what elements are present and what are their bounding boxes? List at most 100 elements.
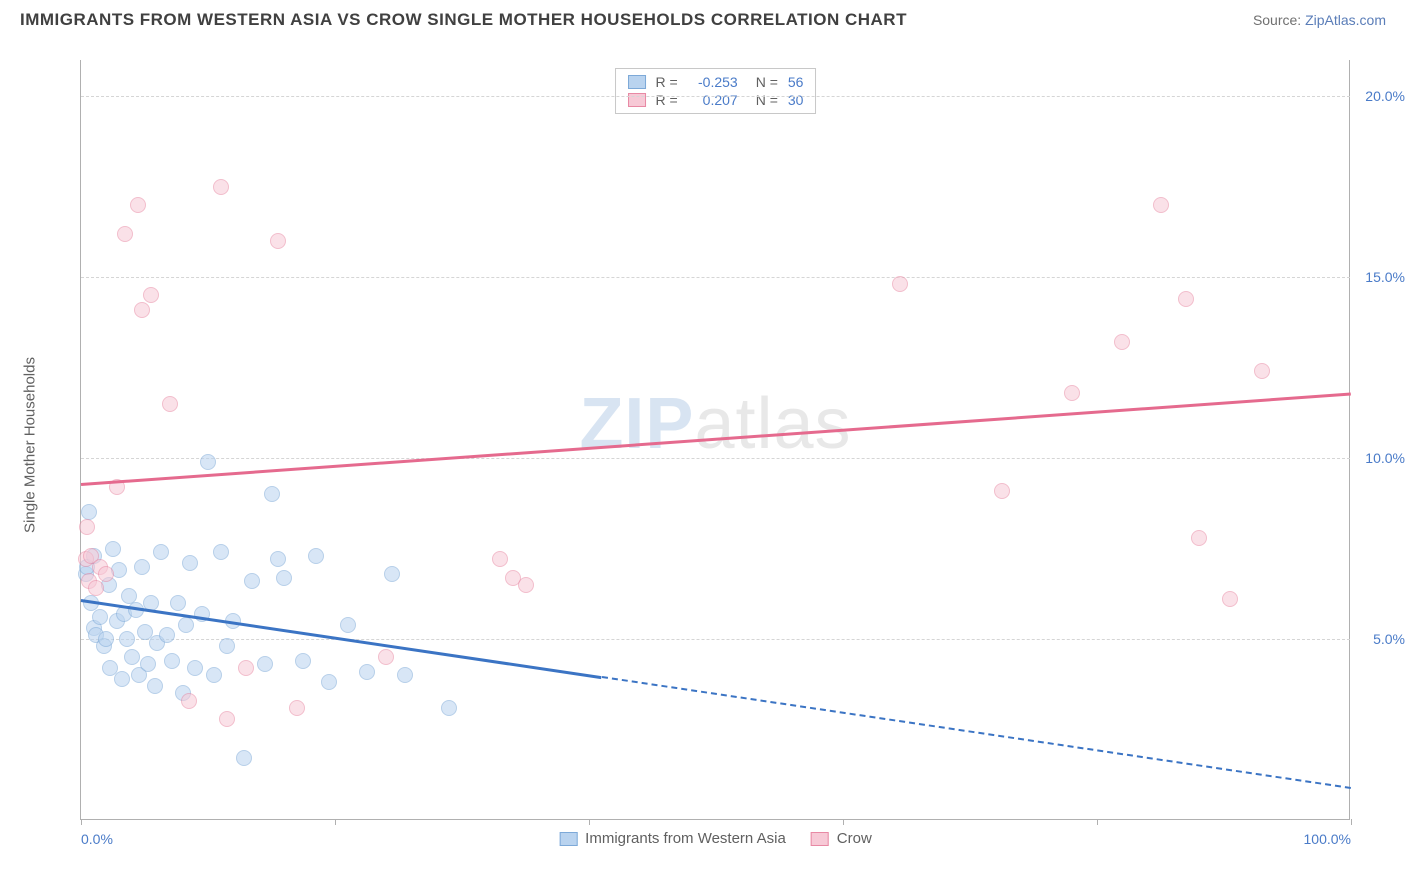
scatter-point <box>236 750 252 766</box>
scatter-point <box>340 617 356 633</box>
stats-row: R = 0.207 N = 30 <box>628 91 804 109</box>
scatter-point <box>147 678 163 694</box>
scatter-point <box>321 674 337 690</box>
watermark-zip: ZIP <box>579 384 694 464</box>
scatter-point <box>994 483 1010 499</box>
scatter-point <box>289 700 305 716</box>
scatter-point <box>114 671 130 687</box>
scatter-point <box>105 541 121 557</box>
x-tick-mark <box>335 819 336 825</box>
scatter-point <box>1064 385 1080 401</box>
scatter-point <box>492 551 508 567</box>
legend-label: Immigrants from Western Asia <box>585 830 786 847</box>
scatter-point <box>88 580 104 596</box>
scatter-point <box>219 638 235 654</box>
scatter-point <box>1153 197 1169 213</box>
scatter-point <box>270 233 286 249</box>
scatter-point <box>276 570 292 586</box>
scatter-point <box>200 454 216 470</box>
scatter-point <box>441 700 457 716</box>
n-label: N = <box>756 92 778 108</box>
r-label: R = <box>656 74 678 90</box>
trend-line <box>81 393 1351 486</box>
x-tick-mark <box>1351 819 1352 825</box>
n-label: N = <box>756 74 778 90</box>
scatter-point <box>1254 363 1270 379</box>
stats-row: R = -0.253 N = 56 <box>628 73 804 91</box>
n-value: 56 <box>788 74 804 90</box>
x-tick-mark <box>589 819 590 825</box>
source-link[interactable]: ZipAtlas.com <box>1305 12 1386 28</box>
x-tick-label: 0.0% <box>81 831 113 847</box>
source-prefix: Source: <box>1253 12 1305 28</box>
scatter-point <box>264 486 280 502</box>
scatter-point <box>159 627 175 643</box>
scatter-point <box>143 287 159 303</box>
scatter-point <box>308 548 324 564</box>
scatter-point <box>130 197 146 213</box>
scatter-plot: ZIPatlas R =-0.253N =56R =0.207N =30 Imm… <box>80 60 1350 820</box>
y-tick-label: 20.0% <box>1355 88 1405 104</box>
gridline-horizontal <box>81 96 1350 97</box>
scatter-point <box>1191 530 1207 546</box>
scatter-point <box>119 631 135 647</box>
y-axis-label: Single Mother Households <box>22 357 39 533</box>
scatter-point <box>79 519 95 535</box>
series-swatch <box>628 75 646 89</box>
scatter-point <box>270 551 286 567</box>
scatter-point <box>295 653 311 669</box>
scatter-point <box>187 660 203 676</box>
scatter-point <box>134 302 150 318</box>
correlation-stats-box: R = -0.253 N = 56 R = 0.207 N = 30 <box>615 68 817 114</box>
scatter-point <box>117 226 133 242</box>
chart-container: Single Mother Households ZIPatlas R =-0.… <box>50 50 1390 840</box>
scatter-point <box>238 660 254 676</box>
trend-line <box>602 676 1352 789</box>
x-tick-label: 100.0% <box>1304 831 1351 847</box>
source-attribution: Source: ZipAtlas.com <box>1253 12 1386 28</box>
scatter-point <box>98 631 114 647</box>
series-swatch <box>628 93 646 107</box>
legend-item: Immigrants from Western Asia <box>559 830 786 847</box>
scatter-point <box>98 566 114 582</box>
scatter-point <box>378 649 394 665</box>
scatter-point <box>397 667 413 683</box>
x-tick-mark <box>81 819 82 825</box>
r-value: 0.207 <box>688 92 738 108</box>
scatter-point <box>359 664 375 680</box>
scatter-point <box>134 559 150 575</box>
scatter-point <box>181 693 197 709</box>
scatter-point <box>178 617 194 633</box>
scatter-point <box>213 544 229 560</box>
gridline-horizontal <box>81 458 1350 459</box>
scatter-point <box>162 396 178 412</box>
gridline-horizontal <box>81 277 1350 278</box>
scatter-point <box>92 609 108 625</box>
r-label: R = <box>656 92 678 108</box>
r-value: -0.253 <box>688 74 738 90</box>
scatter-point <box>170 595 186 611</box>
gridline-horizontal <box>81 639 1350 640</box>
legend-swatch <box>559 832 577 846</box>
scatter-point <box>384 566 400 582</box>
scatter-point <box>219 711 235 727</box>
legend-label: Crow <box>837 830 872 847</box>
x-tick-mark <box>1097 819 1098 825</box>
scatter-point <box>213 179 229 195</box>
scatter-point <box>518 577 534 593</box>
scatter-point <box>140 656 156 672</box>
scatter-point <box>257 656 273 672</box>
scatter-point <box>1114 334 1130 350</box>
scatter-point <box>182 555 198 571</box>
watermark-atlas: atlas <box>694 384 851 464</box>
n-value: 30 <box>788 92 804 108</box>
y-tick-label: 10.0% <box>1355 450 1405 466</box>
chart-title: IMMIGRANTS FROM WESTERN ASIA VS CROW SIN… <box>20 10 907 30</box>
scatter-point <box>892 276 908 292</box>
axis-right <box>1349 60 1350 819</box>
legend-swatch <box>811 832 829 846</box>
scatter-point <box>206 667 222 683</box>
y-tick-label: 15.0% <box>1355 269 1405 285</box>
y-tick-label: 5.0% <box>1355 631 1405 647</box>
scatter-point <box>1178 291 1194 307</box>
